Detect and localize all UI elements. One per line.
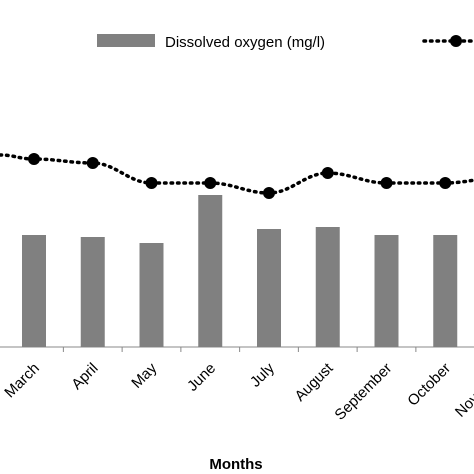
line-point-october bbox=[439, 177, 452, 189]
bar-july bbox=[257, 229, 281, 347]
x-tick-label-april: April bbox=[68, 360, 101, 393]
line-point-march bbox=[28, 153, 40, 165]
bar-june bbox=[198, 195, 223, 347]
bars bbox=[22, 195, 458, 347]
x-tick-label-september: September bbox=[331, 360, 395, 424]
line-point-july bbox=[263, 187, 275, 199]
legend: Dissolved oxygen (mg/l) bbox=[97, 34, 474, 51]
x-tick-label-october: October bbox=[404, 360, 454, 410]
line-point-september bbox=[380, 177, 393, 189]
x-tick-label-march: March bbox=[1, 360, 42, 401]
bar-september bbox=[374, 235, 399, 347]
x-axis-title: Months bbox=[209, 456, 262, 473]
line-point-may bbox=[145, 177, 158, 189]
bar-april bbox=[80, 237, 105, 347]
bar-october bbox=[433, 235, 458, 347]
x-tick-label-november: November bbox=[452, 360, 474, 421]
line-point-august bbox=[321, 167, 334, 179]
line-point-june bbox=[204, 177, 217, 189]
line-point-april bbox=[86, 157, 99, 169]
line-series-path bbox=[0, 153, 474, 195]
bar-august bbox=[315, 227, 340, 347]
legend-marker-line-series bbox=[450, 35, 462, 47]
x-tick-label-june: June bbox=[184, 360, 219, 395]
x-tick-label-may: May bbox=[128, 359, 160, 391]
x-tick-label-july: July bbox=[247, 359, 278, 390]
legend-swatch-dissolved-oxygen bbox=[97, 34, 155, 47]
line-series bbox=[0, 153, 474, 199]
bar-march bbox=[22, 235, 46, 347]
legend-label-dissolved-oxygen: Dissolved oxygen (mg/l) bbox=[165, 34, 325, 51]
bar-may bbox=[139, 243, 164, 347]
x-tick-label-august: August bbox=[292, 359, 338, 405]
